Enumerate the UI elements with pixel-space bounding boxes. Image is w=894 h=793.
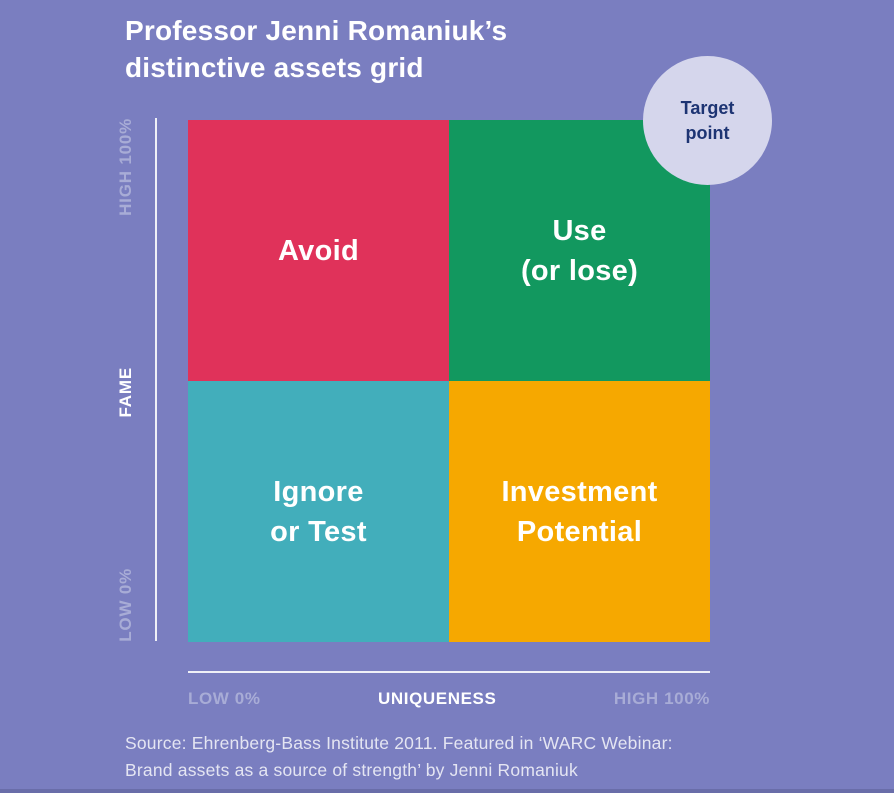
quadrant-ignore-or-test-label: Ignore or Test [270, 475, 367, 548]
quadrant-investment-potential-label: Investment Potential [501, 475, 658, 548]
x-axis-title: UNIQUENESS [378, 689, 497, 708]
footer-strip [0, 789, 894, 793]
x-axis-line [188, 671, 710, 673]
distinctive-assets-grid: Avoid Use (or lose) Ignore or Test Inves… [188, 120, 710, 642]
y-axis: HIGH 100% FAME LOW 0% [106, 118, 146, 642]
y-axis-line [155, 118, 157, 641]
source-note: Source: Ehrenberg-Bass Institute 2011. F… [125, 733, 673, 780]
page-title: Professor Jenni Romaniuk’s distinctive a… [125, 15, 508, 83]
x-axis-tick-high: HIGH 100% [613, 689, 710, 708]
target-point-badge: Target point [643, 56, 772, 185]
y-axis-title: FAME [116, 366, 135, 418]
x-axis-tick-low: LOW 0% [188, 689, 261, 708]
y-axis-tick-high: HIGH 100% [116, 118, 135, 216]
y-axis-tick-low: LOW 0% [116, 568, 135, 642]
target-point-label: Target point [680, 97, 735, 143]
quadrant-avoid: Avoid [188, 120, 449, 381]
quadrant-ignore-or-test: Ignore or Test [188, 381, 449, 642]
quadrant-use-or-lose-label: Use (or lose) [520, 214, 639, 287]
x-axis: LOW 0% UNIQUENESS HIGH 100% [188, 689, 710, 709]
quadrant-avoid-label: Avoid [278, 234, 359, 267]
quadrant-investment-potential: Investment Potential [449, 381, 710, 642]
